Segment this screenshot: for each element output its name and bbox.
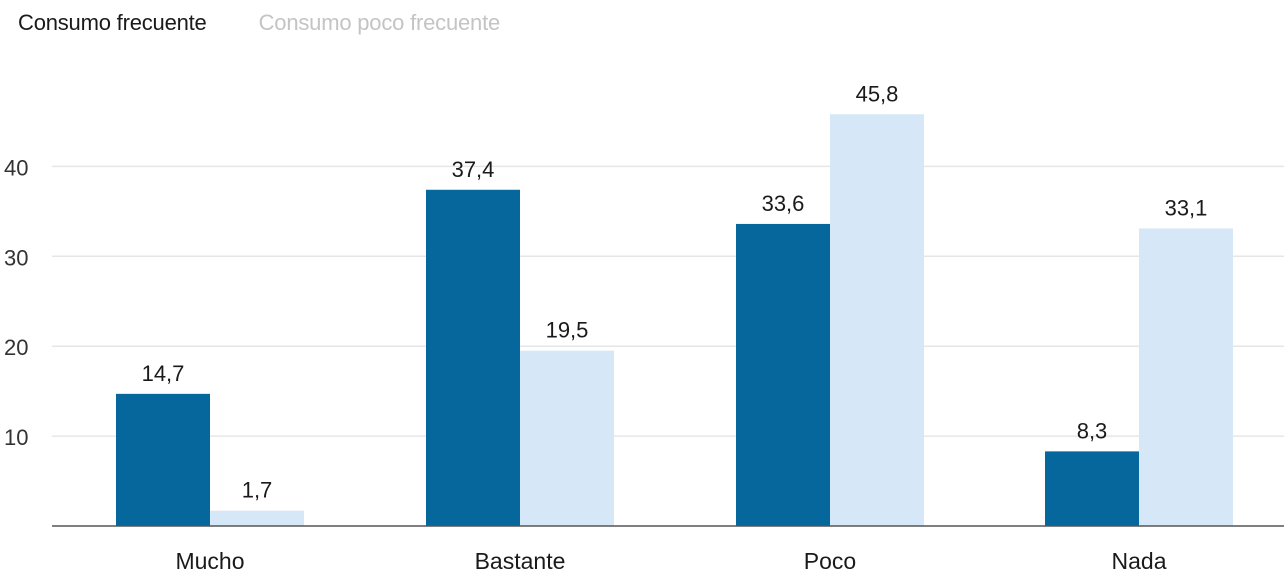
bar-value-label: 33,6 [762, 191, 805, 216]
bar[interactable] [426, 189, 520, 527]
bar-value-label: 1,7 [242, 478, 273, 503]
x-tick-label: Poco [804, 548, 856, 574]
y-tick-label: 20 [4, 335, 28, 360]
bar[interactable] [1139, 228, 1233, 526]
bar[interactable] [116, 393, 210, 526]
gridlines [52, 165, 1284, 437]
legend-item-consumo-poco-frecuente[interactable]: Consumo poco frecuente [258, 10, 501, 35]
x-axis-ticks: Mucho Bastante Poco Nada [175, 548, 1166, 574]
x-tick-label: Bastante [475, 548, 566, 574]
bar[interactable] [520, 350, 614, 526]
bar[interactable] [736, 223, 830, 526]
legend-item-consumo-frecuente[interactable]: Consumo frecuente [18, 10, 207, 35]
bars [116, 114, 1233, 527]
y-axis-ticks: 10 20 30 40 [4, 155, 28, 450]
bar-value-label: 14,7 [142, 361, 185, 386]
y-tick-label: 30 [4, 245, 28, 270]
bar[interactable] [830, 114, 924, 527]
bar-value-label: 19,5 [546, 318, 589, 343]
bar-value-label: 37,4 [452, 157, 495, 182]
bar[interactable] [210, 510, 304, 526]
bar[interactable] [1045, 451, 1139, 526]
data-labels: 14,7 37,4 33,6 8,3 1,7 19,5 45,8 33,1 [142, 81, 1208, 502]
y-tick-label: 10 [4, 425, 28, 450]
x-tick-label: Mucho [175, 548, 244, 574]
chart-legend: Consumo frecuente Consumo poco frecuente [18, 10, 500, 36]
bar-value-label: 33,1 [1165, 195, 1208, 220]
bar-value-label: 8,3 [1077, 418, 1108, 443]
y-tick-label: 40 [4, 155, 28, 180]
bar-value-label: 45,8 [856, 81, 899, 106]
x-tick-label: Nada [1112, 548, 1167, 574]
